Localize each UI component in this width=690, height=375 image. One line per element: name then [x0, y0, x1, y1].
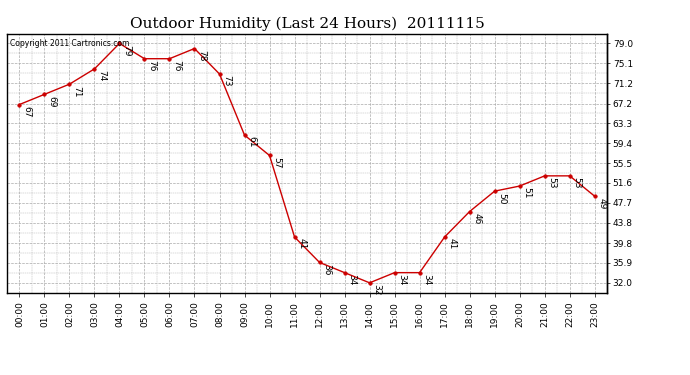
Title: Outdoor Humidity (Last 24 Hours)  20111115: Outdoor Humidity (Last 24 Hours) 2011111… — [130, 17, 484, 31]
Text: 34: 34 — [347, 274, 356, 285]
Text: 69: 69 — [47, 96, 56, 107]
Text: 50: 50 — [497, 192, 506, 204]
Text: 41: 41 — [297, 238, 306, 250]
Text: 49: 49 — [598, 198, 607, 209]
Text: 61: 61 — [247, 136, 256, 148]
Text: 34: 34 — [422, 274, 431, 285]
Text: 53: 53 — [573, 177, 582, 189]
Text: 71: 71 — [72, 86, 81, 97]
Text: 79: 79 — [122, 45, 131, 56]
Text: 46: 46 — [473, 213, 482, 224]
Text: 57: 57 — [273, 157, 282, 168]
Text: 76: 76 — [172, 60, 181, 72]
Text: 34: 34 — [397, 274, 406, 285]
Text: 51: 51 — [522, 188, 531, 199]
Text: 53: 53 — [547, 177, 556, 189]
Text: 67: 67 — [22, 106, 31, 117]
Text: 76: 76 — [147, 60, 156, 72]
Text: Copyright 2011 Cartronics.com: Copyright 2011 Cartronics.com — [10, 39, 129, 48]
Text: 41: 41 — [447, 238, 456, 250]
Text: 36: 36 — [322, 264, 331, 275]
Text: 32: 32 — [373, 284, 382, 296]
Text: 73: 73 — [222, 75, 231, 87]
Text: 78: 78 — [197, 50, 206, 62]
Text: 74: 74 — [97, 70, 106, 82]
